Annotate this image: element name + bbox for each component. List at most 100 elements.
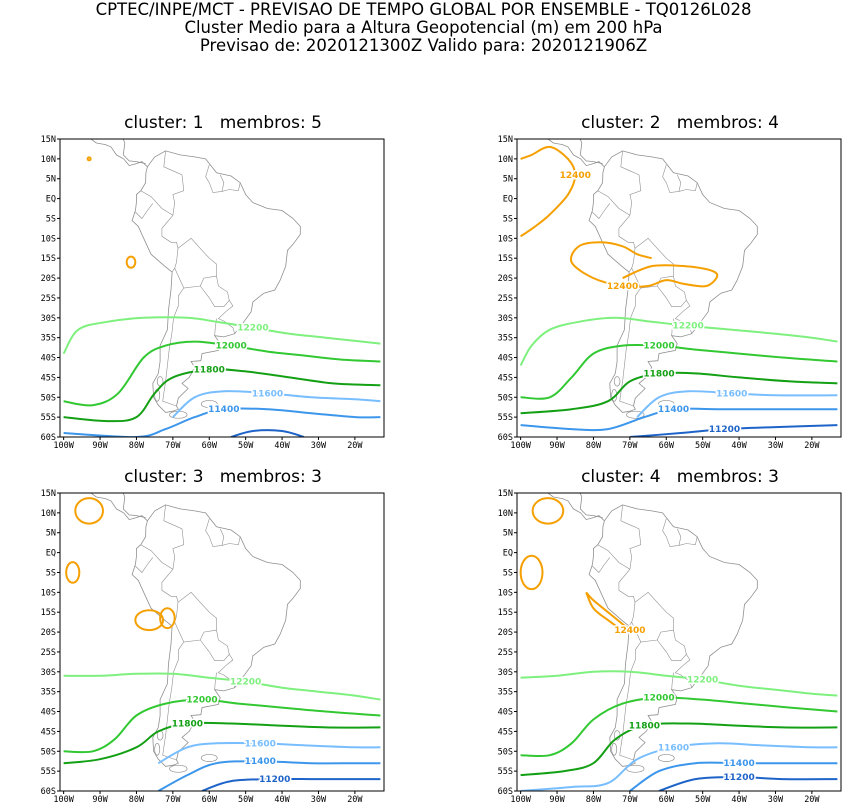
country-border [621, 151, 641, 215]
island [612, 743, 617, 755]
lat-label: 15S [41, 254, 56, 264]
contour-12200 [521, 671, 838, 695]
country-border [141, 191, 173, 216]
lat-label: 40S [498, 354, 513, 364]
contour-12400 [521, 147, 576, 236]
lat-label: 10N [498, 509, 513, 519]
contour-label: 11200 [259, 775, 290, 785]
lon-label: 50W [695, 441, 711, 451]
lat-label: 55S [41, 413, 56, 423]
lat-label: 30S [498, 668, 513, 678]
country-border [598, 545, 630, 570]
contour-label: 12000 [643, 342, 674, 352]
country-border [164, 151, 184, 215]
lat-label: 25S [498, 648, 513, 658]
lon-label: 20W [804, 441, 820, 451]
lat-label: 15S [41, 608, 56, 618]
contour-label: 11600 [245, 739, 276, 749]
map-area: 12400122001200011800116001140011200 [521, 486, 838, 791]
lat-label: 15N [498, 489, 513, 499]
cluster-maps: 122001200011800116001140015N10N5NEQ5S10S… [0, 0, 847, 803]
contour-12400-closed [135, 610, 163, 630]
country-border [141, 545, 173, 570]
contour-label: 12400 [560, 171, 591, 181]
lon-label: 90W [549, 795, 565, 803]
lon-label: 50W [695, 795, 711, 803]
country-border [592, 557, 609, 572]
lon-label: 20W [347, 795, 363, 803]
contour-11200 [231, 430, 304, 437]
contour-label: 11600 [716, 389, 747, 399]
lon-label: 80W [586, 441, 602, 451]
contour-label: 11800 [643, 369, 674, 379]
lat-label: 40S [41, 354, 56, 364]
lat-label: 10N [41, 509, 56, 519]
contour-12400-closed [66, 562, 79, 583]
map-area: 122001200011800116001140011200 [64, 486, 381, 791]
country-border [200, 630, 229, 661]
map-panel-3: 12200 12000 11800 11600 11400 11200 15N 10N 5N EQ… [41, 486, 384, 803]
country-border [215, 673, 217, 690]
island [155, 743, 160, 755]
country-border [163, 288, 184, 406]
lon-label: 80W [129, 441, 145, 451]
lon-label: 70W [165, 795, 181, 803]
contour-12400-closed [127, 257, 136, 268]
contour-12400-closed [533, 498, 564, 523]
contour-label: 12200 [687, 676, 718, 686]
country-border [220, 529, 224, 546]
island [170, 765, 187, 772]
lon-label: 30W [311, 795, 327, 803]
country-border [164, 505, 184, 569]
country-border [677, 175, 681, 192]
contour-12000 [64, 700, 381, 753]
lon-label: 20W [804, 795, 820, 803]
lon-label: 100W [53, 441, 74, 451]
lat-label: EQ [46, 549, 56, 559]
contour-label: 11800 [172, 719, 203, 729]
contour-label: 12200 [672, 322, 703, 332]
lon-label: 70W [622, 795, 638, 803]
country-border [672, 673, 674, 690]
map-panel-2: 1240012400122001200011800116001140011200… [498, 132, 841, 451]
lat-label: 10S [41, 234, 56, 244]
country-border [619, 569, 635, 626]
contour-12000 [521, 345, 838, 399]
contour-label: 11400 [208, 405, 239, 415]
country-border [621, 505, 641, 569]
map-panel-4: 12400 12200 12000 11800 11600 11400 11200 15N 10… [498, 486, 841, 803]
lat-label: 40S [498, 708, 513, 718]
lat-label: 25S [41, 294, 56, 304]
lon-label: 30W [311, 441, 327, 451]
country-border [220, 175, 224, 192]
lat-label: 55S [498, 767, 513, 777]
contour-label: 11600 [658, 743, 689, 753]
country-border [677, 529, 681, 546]
lat-label: 50S [498, 393, 513, 403]
lat-label: 5N [46, 175, 56, 185]
lat-label: 55S [41, 767, 56, 777]
lat-label: 10S [41, 588, 56, 598]
lat-label: 30S [498, 314, 513, 324]
lat-label: 25S [41, 648, 56, 658]
map-area: 1220012000118001160011400 [64, 132, 381, 437]
lat-label: 35S [41, 688, 56, 698]
contour-label: 12200 [237, 324, 268, 334]
lon-label: 40W [731, 795, 747, 803]
coastline-caribbean [118, 136, 145, 164]
country-border [592, 203, 609, 218]
lat-label: 15N [498, 135, 513, 145]
lon-label: 90W [92, 795, 108, 803]
contour-11200 [202, 779, 380, 791]
lat-label: 25S [498, 294, 513, 304]
lon-label: 100W [53, 795, 74, 803]
lat-label: 35S [498, 688, 513, 698]
country-border [657, 630, 686, 661]
contour-label: 11800 [629, 721, 660, 731]
country-border [135, 203, 152, 218]
lat-label: 55S [498, 413, 513, 423]
lat-label: 20S [41, 274, 56, 284]
contour-label: 12400 [607, 282, 638, 292]
lat-label: 10S [498, 234, 513, 244]
lat-label: EQ [503, 549, 513, 559]
